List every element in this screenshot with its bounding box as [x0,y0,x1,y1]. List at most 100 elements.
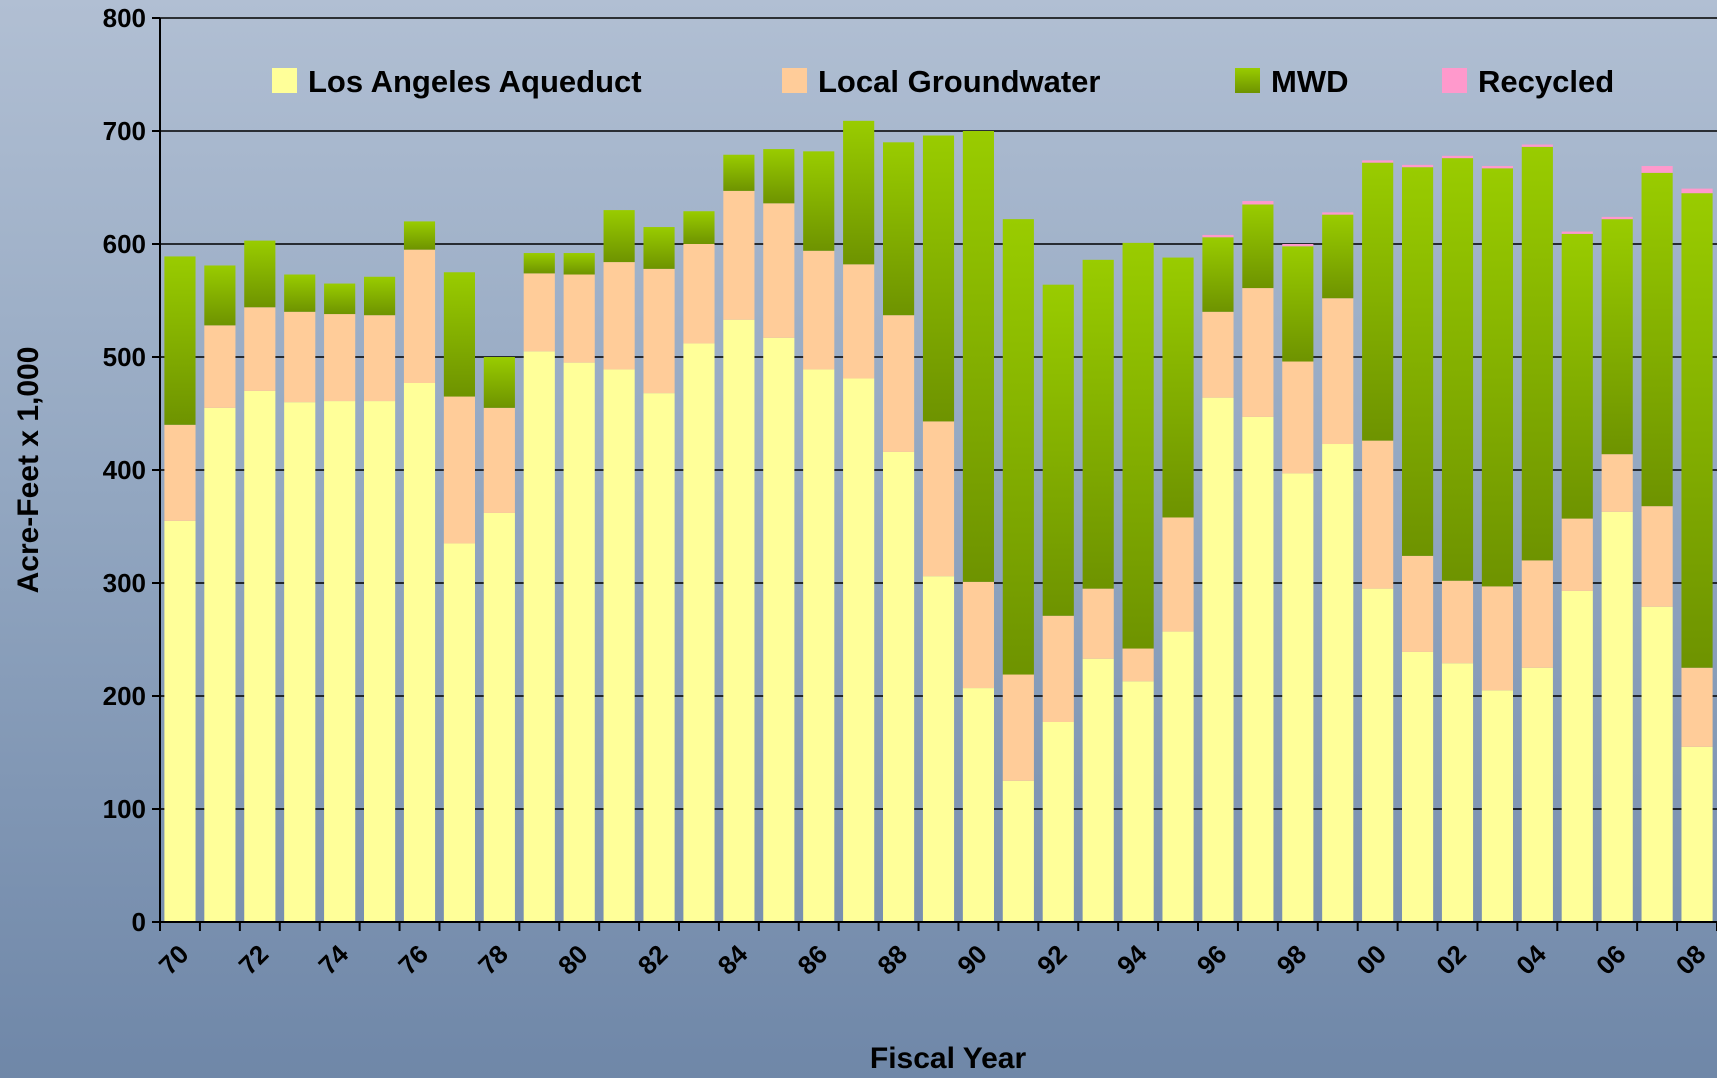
x-tick-label: 08 [1670,939,1712,981]
bar-segment [364,315,396,402]
bar-segment [803,250,835,370]
bar-segment [1082,259,1114,589]
bar-segment [403,221,436,250]
bar-segment [1202,397,1234,922]
x-tick-label: 82 [632,939,674,981]
bar-segment [1681,193,1713,668]
y-tick-label: 0 [132,907,146,937]
bar-segment [364,401,396,922]
bar-segment [603,369,635,922]
bar-segment [883,142,915,316]
bar-segment [1402,555,1434,652]
bar-segment [523,273,555,352]
bar-segment [1481,690,1513,922]
bar-segment [1441,663,1474,922]
bar-segment [1002,674,1034,781]
bar-segment [284,311,316,403]
bar-segment [403,382,436,922]
y-tick-label: 600 [103,229,146,259]
bar-segment [723,154,755,191]
bar-segment [1481,166,1513,169]
x-axis-title: Fiscal Year [870,1042,1027,1075]
x-tick-label: 96 [1191,939,1233,981]
bar-segment [284,274,316,312]
bar-segment [763,149,795,204]
y-tick-label: 800 [103,3,146,33]
bar-segment [204,407,236,923]
bar-segment [1002,780,1034,922]
y-tick-label: 500 [103,342,146,372]
bar-segment [1441,155,1474,159]
bar-segment [1322,214,1354,299]
y-axis-title: Acre-Feet x 1,000 [12,347,45,594]
legend-label: MWD [1271,64,1348,99]
bar-segment [364,276,396,316]
bar-segment [563,253,595,275]
bar-segment [1681,188,1713,194]
bar-segment [164,520,196,922]
bar-segment [1242,204,1274,289]
bar-segment [643,393,675,922]
legend-label: Los Angeles Aqueduct [308,64,642,99]
x-tick-label: 78 [472,939,514,981]
legend-swatch [1235,68,1260,93]
bar-segment [643,227,675,269]
bar-segment [523,253,555,274]
bar-segment [1402,164,1434,168]
bar-segment [683,244,715,344]
bar-segment [1601,216,1633,220]
bar-segment [284,402,316,922]
bar-segment [883,315,915,452]
bar-segment [204,325,236,408]
bar-segment [643,268,675,394]
bar-segment [443,396,475,544]
x-tick-label: 80 [552,939,594,981]
bar-segment [523,351,555,923]
bar-segment [1681,746,1713,922]
bar-segment [843,120,875,265]
bar-segment [244,390,276,922]
bar-segment [1521,667,1553,922]
legend-swatch [1442,68,1467,93]
bar-segment [603,210,635,263]
bar-segment [1601,219,1633,455]
bar-segment [1202,311,1234,398]
bar-segment [1322,444,1354,922]
bar-segment [1242,201,1274,205]
y-tick-label: 300 [103,568,146,598]
bar-segment [1561,233,1593,519]
bar-segment [164,424,196,521]
bar-segment [1002,219,1034,675]
x-tick-label: 88 [871,939,913,981]
bar-segment [244,240,276,308]
x-tick-label: 06 [1590,939,1632,981]
bar-segment [1082,588,1114,659]
bar-segment [1561,590,1593,922]
bar-segment [962,581,994,689]
bar-segment [1282,244,1314,247]
bar-segment [244,307,276,391]
bar-segment [1322,298,1354,445]
bar-segment [1282,473,1314,922]
bar-segment [1322,212,1354,215]
x-tick-label: 04 [1510,938,1552,980]
bar-segment [1561,231,1593,234]
bar-segment [803,369,835,922]
x-tick-label: 00 [1350,939,1392,981]
bar-segment [483,407,515,513]
bar-segment [1162,517,1194,632]
bar-segment [1681,667,1713,747]
bar-segment [1202,234,1234,238]
bar-segment [443,272,475,397]
bar-segment [1521,146,1553,561]
bar-segment [1641,506,1673,607]
bar-segment [723,319,755,923]
bar-segment [843,264,875,379]
legend-swatch [782,68,807,93]
bar-segment [1441,580,1474,664]
legend-swatch [272,68,297,93]
bar-segment [1282,361,1314,474]
bar-segment [1641,166,1673,173]
bar-segment [1122,648,1154,682]
